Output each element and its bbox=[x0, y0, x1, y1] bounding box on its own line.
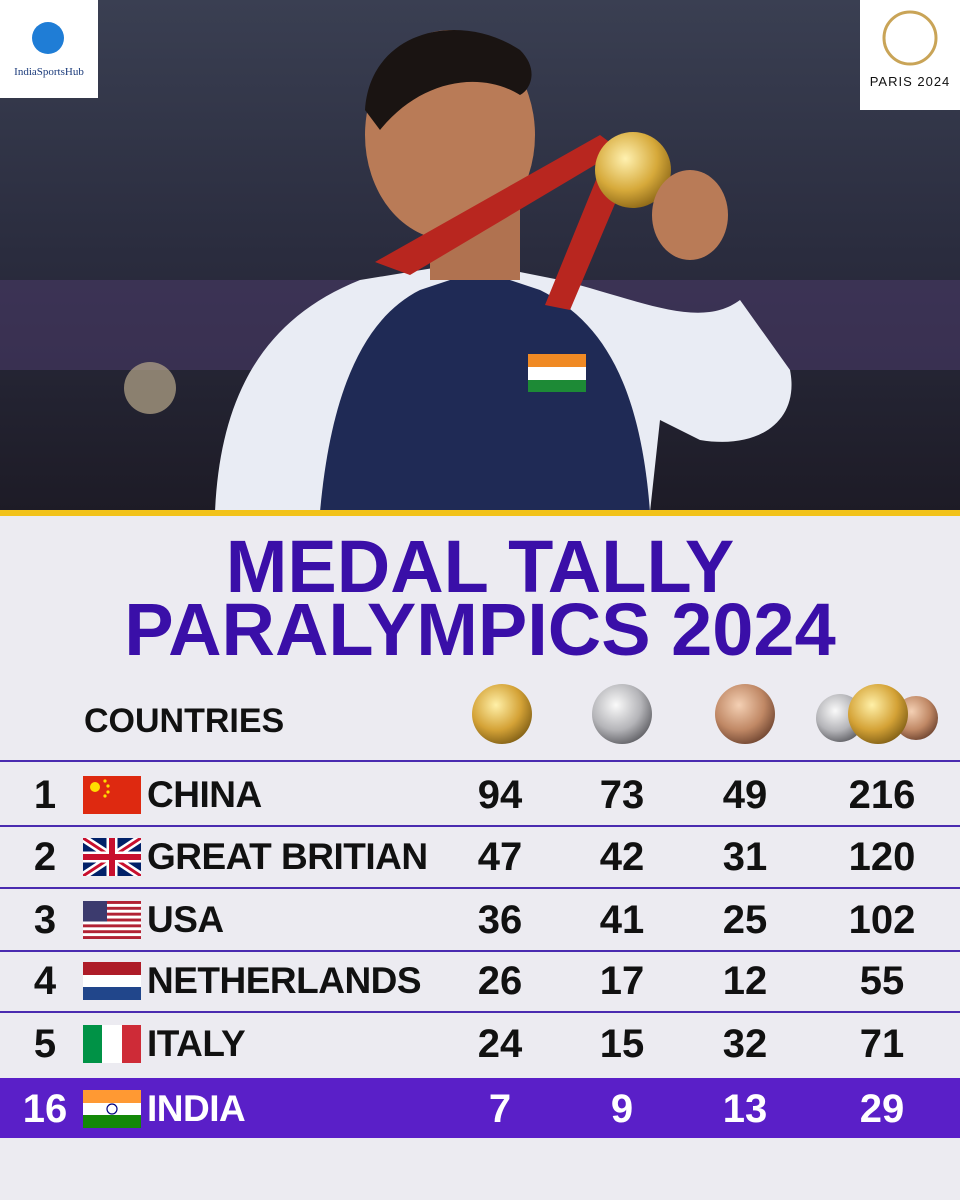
name-cell: USA bbox=[147, 899, 224, 940]
rank-cell: 16 bbox=[22, 1087, 68, 1131]
bronze-cell: 49 bbox=[722, 773, 768, 817]
flag bbox=[83, 1090, 141, 1128]
flag bbox=[83, 901, 141, 939]
bronze-cell: 31 bbox=[722, 835, 768, 879]
rank-cell: 4 bbox=[33, 959, 57, 1003]
silver-cell: 42 bbox=[599, 835, 645, 879]
silver-cell: 15 bbox=[599, 1022, 645, 1066]
separator bbox=[0, 1011, 960, 1013]
gold-cell: 94 bbox=[477, 773, 523, 817]
rank-cell: 5 bbox=[33, 1022, 57, 1066]
gold-cell: 26 bbox=[477, 959, 523, 1003]
title: MEDAL TALLY bbox=[225, 525, 735, 608]
gold-cell: 36 bbox=[477, 898, 523, 942]
logo-text: PARIS 2024 bbox=[869, 74, 951, 89]
total-cell: 120 bbox=[848, 835, 916, 879]
silver-cell: 41 bbox=[599, 898, 645, 942]
flag bbox=[83, 962, 141, 1000]
rank-cell: 3 bbox=[33, 898, 57, 942]
table-row: 1 CHINA 94 73 49 216 bbox=[0, 764, 960, 826]
gold-cell: 24 bbox=[477, 1022, 523, 1066]
gold-cell: 47 bbox=[477, 835, 523, 879]
bronze-cell: 13 bbox=[722, 1087, 768, 1131]
separator bbox=[0, 950, 960, 952]
divider bbox=[0, 510, 960, 516]
separator bbox=[0, 887, 960, 889]
separator bbox=[0, 825, 960, 827]
table-row: 4 NETHERLANDS 26 17 12 55 bbox=[0, 950, 960, 1012]
rank-cell: 2 bbox=[33, 835, 57, 879]
bronze-cell: 25 bbox=[722, 898, 768, 942]
name-cell: NETHERLANDS bbox=[147, 960, 422, 1001]
logo-text: IndiaSportsHub bbox=[14, 66, 84, 78]
total-cell: 55 bbox=[859, 959, 905, 1003]
name-cell: CHINA bbox=[147, 774, 262, 815]
flag bbox=[83, 776, 141, 814]
name-cell: GREAT BRITIAN bbox=[147, 836, 428, 877]
silver-cell: 17 bbox=[599, 959, 645, 1003]
medal-icons bbox=[472, 684, 938, 744]
flag bbox=[83, 1025, 141, 1063]
bronze-cell: 32 bbox=[722, 1022, 768, 1066]
bronze-cell: 12 bbox=[722, 959, 768, 1003]
total-cell: 216 bbox=[848, 773, 916, 817]
table-row: 3 USA 36 41 25 102 bbox=[0, 889, 960, 951]
name-cell: INDIA bbox=[147, 1088, 246, 1129]
silver-cell: 9 bbox=[610, 1087, 634, 1131]
table-row: 2 GREAT BRITIAN 47 42 31 120 bbox=[0, 826, 960, 888]
total-cell: 102 bbox=[848, 898, 916, 942]
name-cell: ITALY bbox=[147, 1023, 246, 1064]
title: PARALYMPICS 2024 bbox=[124, 588, 836, 671]
silver-cell: 73 bbox=[599, 773, 645, 817]
table-row: 16 INDIA 7 9 13 29 bbox=[0, 1078, 960, 1138]
hero-photo bbox=[0, 0, 960, 512]
flag bbox=[83, 838, 141, 876]
separator bbox=[0, 760, 960, 762]
rank-cell: 1 bbox=[33, 773, 57, 817]
total-cell: 71 bbox=[859, 1022, 905, 1066]
total-cell: 29 bbox=[859, 1087, 905, 1131]
column-header: COUNTRIES bbox=[84, 702, 285, 740]
gold-cell: 7 bbox=[488, 1087, 512, 1131]
table-row: 5 ITALY 24 15 32 71 bbox=[0, 1013, 960, 1075]
